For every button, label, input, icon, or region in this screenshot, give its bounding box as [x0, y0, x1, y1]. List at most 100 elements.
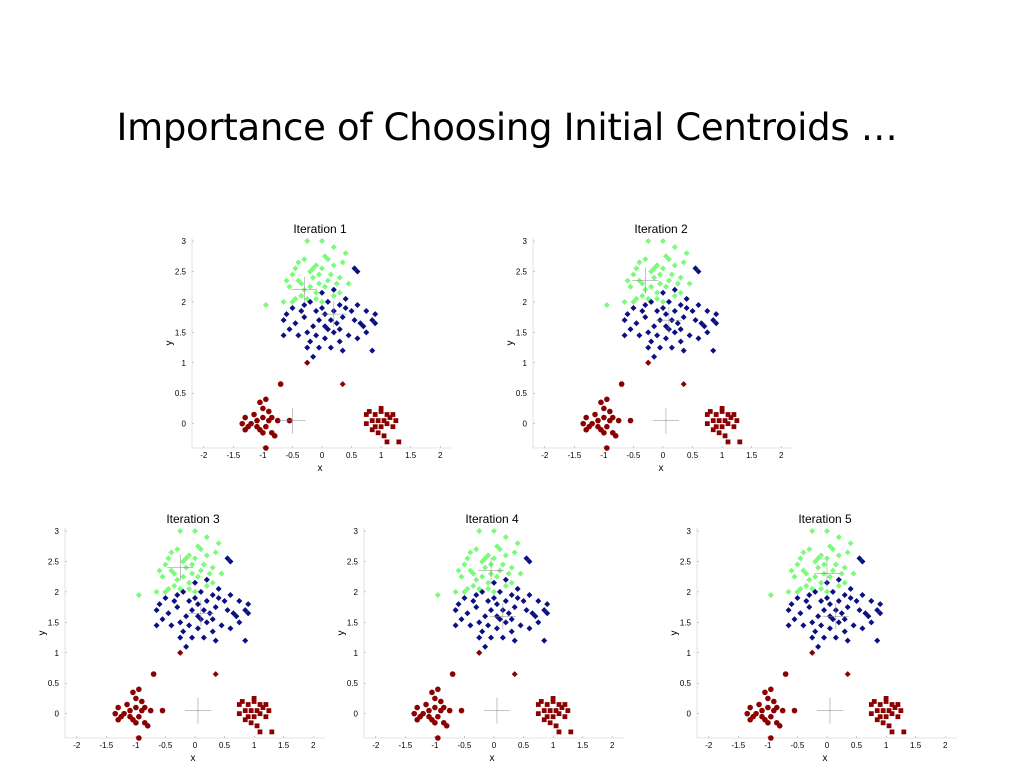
- centroid-marker: [291, 276, 318, 303]
- centroid-marker: [167, 554, 194, 581]
- data-point-green: [491, 528, 497, 535]
- data-point-blue: [532, 613, 539, 620]
- y-tick-label: 3: [55, 527, 60, 536]
- data-point-green: [841, 579, 848, 586]
- data-point-green: [203, 582, 210, 589]
- data-point-green: [835, 582, 842, 589]
- y-tick-label: 0.5: [48, 679, 60, 688]
- data-point-green: [677, 274, 684, 281]
- data-point-red: [150, 671, 157, 677]
- data-point-blue: [677, 326, 684, 333]
- data-point-red: [390, 424, 396, 430]
- data-point-blue: [671, 308, 678, 315]
- data-point-green: [283, 277, 290, 284]
- data-point-red: [381, 433, 387, 439]
- centroid-marker: [478, 557, 505, 584]
- data-point-red: [719, 406, 725, 411]
- data-point-blue: [209, 628, 216, 635]
- data-point-red: [886, 708, 892, 714]
- data-point-blue: [633, 320, 640, 327]
- data-point-red: [704, 412, 710, 417]
- data-point-green: [153, 588, 160, 595]
- data-point-green: [502, 552, 509, 559]
- y-tick-label: 1: [182, 359, 187, 368]
- data-point-blue: [174, 604, 181, 611]
- data-point-blue: [330, 329, 337, 336]
- data-point-red: [765, 719, 771, 726]
- data-point-red: [271, 433, 278, 439]
- data-point-red: [901, 729, 907, 735]
- data-point-red: [363, 421, 369, 427]
- data-point-red: [592, 411, 598, 418]
- data-point-red: [260, 414, 266, 421]
- data-point-red: [544, 702, 550, 707]
- data-point-red: [604, 423, 610, 430]
- data-point-green: [327, 271, 334, 278]
- data-point-blue: [212, 604, 219, 611]
- data-point-red: [868, 702, 874, 707]
- data-point-blue: [310, 323, 317, 330]
- data-point-green: [797, 555, 804, 562]
- data-point-red: [601, 405, 607, 412]
- data-point-green: [824, 588, 830, 595]
- x-tick-label: 2: [311, 741, 316, 750]
- data-point-red: [562, 714, 568, 720]
- data-point-green: [665, 256, 672, 263]
- data-point-red: [716, 430, 722, 436]
- data-point-blue: [464, 610, 471, 617]
- x-tick-label: 0: [492, 741, 497, 750]
- data-point-red: [260, 429, 266, 436]
- y-tick-label: 2.5: [48, 557, 60, 566]
- data-point-red: [889, 729, 895, 735]
- data-point-red: [369, 427, 375, 433]
- data-point-red: [133, 695, 139, 702]
- data-point-green: [829, 567, 836, 574]
- data-point-red: [771, 707, 777, 714]
- data-point-blue: [523, 607, 530, 614]
- data-point-red: [880, 708, 886, 714]
- data-point-green: [491, 555, 497, 562]
- data-point-blue: [806, 591, 813, 598]
- data-point-green: [165, 555, 172, 562]
- x-tick-label: 1: [551, 741, 556, 750]
- data-point-green: [452, 588, 459, 595]
- y-tick-label: 2.5: [175, 267, 187, 276]
- data-point-green: [319, 265, 325, 272]
- centroid-marker: [184, 697, 211, 724]
- data-point-green: [316, 280, 323, 287]
- data-point-blue: [526, 625, 533, 632]
- data-point-blue: [455, 601, 462, 608]
- data-point-blue: [877, 610, 884, 617]
- data-point-blue: [153, 622, 160, 629]
- data-point-blue: [680, 314, 687, 321]
- data-point-blue: [345, 332, 352, 339]
- data-point-blue: [683, 295, 690, 302]
- data-point-blue: [630, 305, 637, 311]
- data-point-red: [768, 735, 774, 741]
- data-point-red: [112, 710, 119, 717]
- data-point-red: [722, 418, 728, 424]
- data-point-red: [553, 723, 559, 729]
- data-point-red: [476, 649, 483, 656]
- data-point-blue: [493, 601, 500, 608]
- data-point-blue: [316, 317, 323, 324]
- data-point-blue: [313, 332, 320, 339]
- data-point-green: [339, 259, 346, 266]
- data-point-red: [177, 649, 184, 656]
- data-point-blue: [298, 308, 305, 315]
- y-tick-label: 0: [182, 420, 187, 429]
- data-point-blue: [657, 344, 664, 351]
- data-point-blue: [292, 320, 299, 327]
- data-point-red: [251, 696, 257, 701]
- data-point-green: [316, 271, 323, 278]
- data-point-red: [378, 424, 384, 430]
- x-axis-label: x: [490, 753, 495, 764]
- data-point-blue: [360, 323, 367, 330]
- data-point-red: [257, 702, 263, 707]
- centroid-marker: [816, 697, 843, 724]
- data-point-green: [135, 591, 142, 598]
- data-point-red: [384, 412, 390, 417]
- data-point-green: [262, 301, 269, 308]
- data-point-blue: [307, 338, 314, 345]
- data-point-blue: [310, 353, 317, 360]
